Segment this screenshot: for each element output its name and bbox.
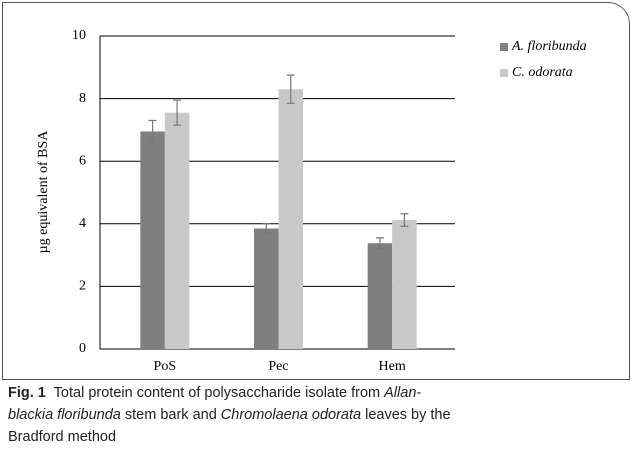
caption-text: Total protein content of polysaccharide … xyxy=(45,385,385,401)
bar xyxy=(278,89,303,350)
y-axis-label: µg equivalent of BSA xyxy=(36,130,51,254)
x-tick-label: Pec xyxy=(268,359,288,374)
caption: Fig. 1 Total protein content of polysacc… xyxy=(8,382,628,448)
error-bar xyxy=(286,74,295,104)
error-bar xyxy=(173,99,182,126)
chart: µg equivalent of BSA 0 2 4 6 8 10 PoS Pec Hem A. … xyxy=(36,28,587,374)
legend-label: A. floribunda xyxy=(511,39,587,54)
legend-label: C. odorata xyxy=(512,65,573,80)
y-tick-label: 2 xyxy=(79,279,86,294)
error-bar xyxy=(375,237,384,250)
caption-text: leaves by the xyxy=(361,407,451,423)
legend-swatch xyxy=(500,69,508,77)
caption-text: Chromolaena odorata xyxy=(220,407,362,423)
y-tick-label: 6 xyxy=(79,153,86,168)
x-tick-label: PoS xyxy=(154,359,177,374)
caption-text: Bradford method xyxy=(8,429,117,445)
caption-line: Fig. 1 Total protein content of polysacc… xyxy=(8,382,628,404)
y-tick-label: 4 xyxy=(79,216,86,231)
x-tick-label: Hem xyxy=(379,359,406,374)
bar xyxy=(392,220,417,349)
caption-text: stem bark and xyxy=(120,407,221,423)
caption-text: Fig. 1 xyxy=(8,385,46,401)
error-bar xyxy=(262,223,271,234)
figure-frame xyxy=(2,2,630,380)
caption-text: Allan- xyxy=(384,385,422,401)
y-tick-label: 0 xyxy=(79,341,86,356)
bar xyxy=(164,112,190,349)
y-tick-label: 10 xyxy=(72,28,86,43)
caption-line: Bradford method xyxy=(8,426,628,448)
caption-text: blackia floribunda xyxy=(8,407,121,423)
legend-swatch xyxy=(500,43,508,51)
y-tick-label: 8 xyxy=(79,91,86,106)
caption-line: blackia floribunda stem bark and Chromol… xyxy=(8,404,628,426)
bar xyxy=(254,228,279,349)
bar xyxy=(140,131,165,349)
bar xyxy=(367,243,393,349)
error-bar xyxy=(400,213,409,227)
error-bar xyxy=(148,119,157,144)
